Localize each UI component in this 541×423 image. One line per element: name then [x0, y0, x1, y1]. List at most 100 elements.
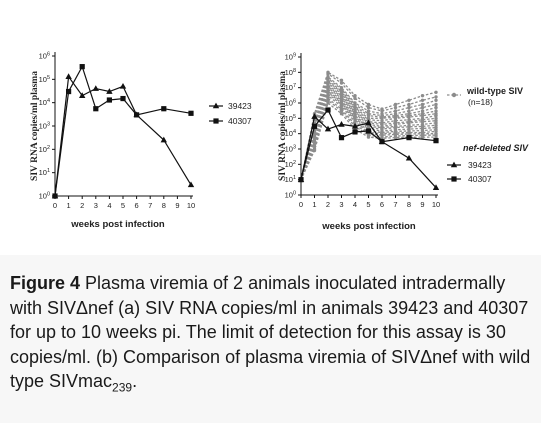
panel-b-wild-type-point	[339, 104, 344, 109]
panel-a-x-tick-label: 9	[175, 201, 179, 210]
panel-b-wild-type-point	[339, 112, 344, 116]
panel-b-wild-type-point	[393, 109, 398, 113]
panel-b-y-tick-label: 105	[285, 114, 296, 123]
panel-b-series-40307-point	[433, 138, 439, 144]
panel-a-x-tick-label: 0	[53, 201, 57, 210]
panel-b-x-tick-label: 5	[366, 200, 370, 209]
panel-b-wild-type-point	[420, 120, 425, 124]
panel-b-wild-type-line	[300, 83, 437, 180]
panel-b-y-tick-label: 106	[285, 99, 296, 108]
panel-b-series-40307-point	[338, 135, 345, 141]
panel-a-series-39423-point	[119, 82, 127, 89]
panel-a-series-40307-point	[134, 112, 140, 118]
panel-b-x-tick-label: 4	[353, 200, 357, 209]
panel-b-wild-type-point	[366, 109, 371, 113]
panel-a-series-40307-point	[188, 110, 194, 116]
panel-a-series-39423-point	[160, 136, 167, 143]
caption-text-end: .	[132, 371, 138, 391]
panel-b-series-40307-point	[365, 128, 372, 134]
panel-b-wild-type-point	[420, 113, 425, 118]
panel-b-wild-type-point	[407, 102, 411, 107]
panel-b-wild-type-point	[407, 121, 411, 125]
panel-b-wild-type-point	[393, 105, 398, 110]
panel-b-series-40307-point	[298, 177, 304, 183]
panel-b-wild-type-point	[366, 135, 371, 139]
panel-b-wild-type-point	[326, 98, 330, 102]
panel-b-wild-type-point	[339, 81, 344, 85]
panel-a-series-40307-point	[106, 97, 112, 103]
panel-a-series-40307-point	[120, 95, 126, 102]
panel-b-wild-type-point	[434, 102, 438, 107]
panel-b-y-tick-label: 104	[285, 129, 296, 138]
panel-b-y-tick-label: 102	[285, 160, 296, 169]
panel-b-series-39423-point	[311, 113, 318, 119]
panel-b-wild-type-point	[407, 109, 411, 113]
panel-b-x-tick-label: 9	[420, 200, 424, 209]
panel-b-legend-marker-39423	[450, 161, 458, 168]
panel-a-x-tick-label: 4	[107, 201, 111, 210]
panel-a-chart: 100 101 102 103 104 105 106 0 1 2 3 4 5 6 7 8 9 10 weeks p…	[30, 52, 252, 231]
panel-b-wild-type-point	[407, 115, 411, 119]
panel-a-series-39423-point	[106, 88, 113, 94]
panel-b-legend-label-40307: 40307	[468, 174, 492, 184]
panel-b-wild-type-point	[434, 121, 438, 125]
panel-b-wild-type-line	[300, 77, 437, 180]
panel-b-legend-wild-type-marker	[451, 92, 457, 98]
panel-b-series-40307-point	[352, 129, 358, 135]
panel-b-y-tick-label: 101	[285, 175, 296, 184]
panel-b-series-39423-point	[351, 122, 359, 129]
panel-b-series-39423-point	[432, 184, 440, 190]
panel-b-x-tick-label: 1	[312, 200, 316, 209]
panel-b-wild-type-line	[300, 71, 437, 180]
panel-b-legend-wild-type-count: (n=18)	[468, 97, 493, 107]
panel-b-series-40307-point	[406, 135, 412, 141]
panel-a-y-tick-label: 106	[39, 52, 50, 61]
panel-a-x-tick-label: 6	[135, 201, 139, 210]
panel-a-y-tick-label: 105	[39, 75, 50, 84]
panel-b-wild-type-point	[380, 109, 384, 113]
panel-b-legend-nef-title: nef-deleted SIV	[463, 143, 529, 153]
panel-b-y-tick-label: 100	[285, 191, 296, 200]
panel-a-x-tick-label: 7	[148, 201, 152, 210]
panel-b-wild-type-point	[420, 135, 425, 139]
panel-b-wild-type-point	[420, 109, 425, 113]
panel-a-y-axis-title: SIV RNA copies/ml plasma	[30, 71, 40, 181]
panel-b-wild-type-point	[420, 102, 425, 107]
panel-b-wild-type-point	[434, 113, 438, 118]
panel-a-y-tick-label: 104	[39, 98, 50, 107]
panel-b-wild-type-point	[434, 95, 438, 99]
panel-b-x-tick-label: 0	[299, 200, 303, 209]
caption-background	[0, 255, 541, 423]
panel-a-legend-label-39423: 39423	[228, 101, 252, 111]
panel-a-x-tick-label: 2	[80, 201, 84, 210]
panel-b-wild-type-point	[393, 135, 398, 140]
panel-b-wild-type-point	[434, 98, 438, 102]
panel-b-x-tick-label: 7	[393, 200, 397, 209]
panel-b-series-39423-point	[405, 154, 413, 161]
panel-b-wild-type-point	[407, 105, 411, 110]
figure-caption: Figure 4 Plasma viremia of 2 animals ino…	[10, 271, 538, 400]
panel-a-series-39423-point	[65, 73, 72, 79]
panel-b-legend-marker-40307	[451, 176, 457, 182]
panel-b-series-39423-point	[365, 119, 372, 126]
panel-a-series-39423-point	[187, 181, 195, 188]
panel-b-series-40307-point	[325, 107, 331, 113]
panel-b-x-tick-label: 6	[380, 200, 384, 209]
panel-b-legend-wild-type-title: wild-type SIV	[466, 86, 523, 96]
panel-b-wild-type-point	[434, 135, 438, 139]
caption-subscript: 239	[112, 380, 133, 395]
panel-a-series-39423-line	[54, 75, 192, 197]
panel-a-x-tick-label: 1	[67, 201, 71, 210]
panel-a-y-tick-label: 103	[39, 122, 50, 131]
panel-b-wild-type-point	[380, 116, 384, 121]
panel-b-wild-type-point	[434, 105, 438, 110]
caption-label: Figure 4	[10, 273, 81, 293]
panel-b-y-tick-label: 108	[285, 68, 296, 77]
panel-a-series-40307-point	[52, 193, 58, 199]
panel-b-wild-type-point	[420, 105, 425, 110]
panel-a-series-40307-point	[79, 64, 85, 70]
panel-b-wild-type-point	[434, 90, 438, 94]
panel-b-wild-type-point	[366, 105, 371, 110]
panel-a-x-tick-label: 8	[162, 201, 166, 210]
